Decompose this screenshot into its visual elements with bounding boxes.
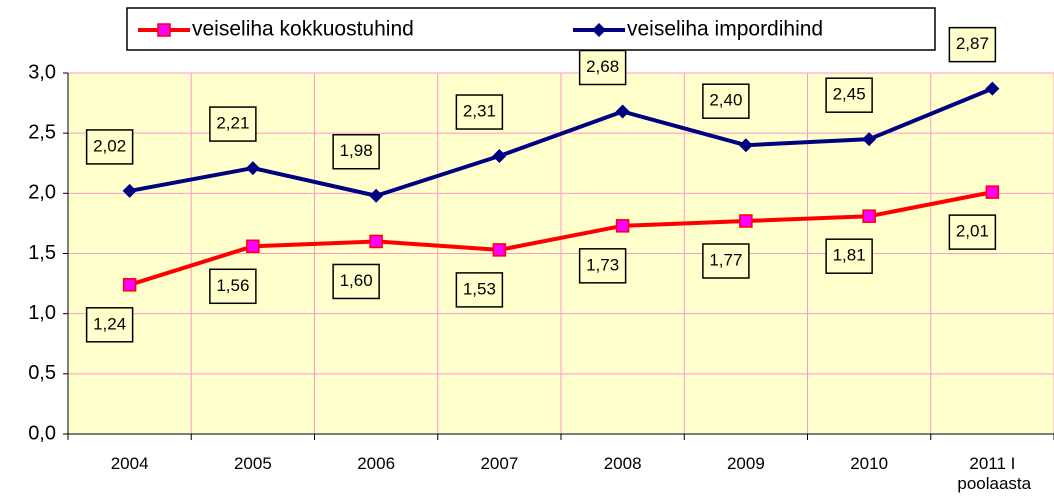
data-label-text: 2,31 (463, 102, 496, 121)
x-tick-label: 2008 (603, 454, 642, 473)
data-label-box (825, 77, 873, 113)
data-label-box (332, 133, 380, 170)
marker (122, 183, 137, 198)
marker (862, 132, 877, 147)
data-label-box (332, 263, 380, 300)
marker (615, 219, 630, 233)
x-tick-label: 2007 (480, 454, 519, 473)
data-label: 1,56 (209, 268, 257, 305)
data-label-box (455, 272, 504, 308)
data-label-box (578, 248, 627, 284)
data-label-text: 1,81 (833, 246, 866, 265)
x-tick-label: 2005 (233, 454, 272, 473)
data-label: 1,73 (578, 248, 627, 284)
data-label-box (85, 129, 134, 165)
marker (245, 161, 260, 176)
marker (246, 239, 260, 254)
marker (739, 214, 753, 228)
data-label-text: 1,77 (709, 250, 742, 269)
data-label-box (948, 26, 997, 63)
data-label: 2,40 (702, 83, 750, 119)
series-line (129, 86, 994, 198)
marker (985, 185, 1000, 199)
x-tick-label: 2011 I poolaasta (957, 454, 1032, 493)
data-label-box (825, 238, 873, 274)
marker (492, 149, 507, 164)
y-tick-label: 2,0 (28, 182, 56, 204)
y-tick-label: 0,0 (28, 422, 56, 444)
legend (126, 7, 936, 51)
legend-label: veiseliha kokkuostuhind (192, 18, 414, 41)
data-label-text: 1,24 (93, 314, 126, 333)
data-label: 1,98 (332, 133, 380, 170)
data-label-text: 2,45 (833, 85, 866, 104)
data-label-box (209, 106, 257, 142)
legend-label: veiseliha impordihind (627, 18, 823, 41)
y-tick-label: 2,5 (28, 121, 56, 143)
data-label-box (455, 94, 504, 130)
data-label-text: 2,01 (956, 222, 989, 241)
data-label: 1,24 (85, 307, 134, 343)
series-line (129, 190, 993, 287)
data-label: 2,21 (209, 106, 257, 142)
x-tick-label: 2004 (110, 454, 149, 473)
data-label: 2,01 (948, 214, 997, 250)
y-tick-label: 3,0 (28, 61, 56, 83)
marker (369, 188, 384, 203)
legend-marker (157, 23, 171, 37)
data-label-box (702, 243, 750, 279)
data-label-box (578, 49, 627, 86)
data-label: 2,87 (948, 26, 997, 63)
data-label: 2,68 (578, 49, 627, 86)
data-label-box (702, 83, 750, 119)
data-label: 1,53 (455, 272, 504, 308)
data-label: 1,60 (332, 263, 380, 300)
data-label-text: 1,98 (340, 141, 373, 160)
data-label-text: 2,02 (93, 136, 126, 155)
marker (615, 104, 630, 119)
data-label: 2,45 (825, 77, 873, 113)
data-label-box (948, 214, 997, 250)
x-tick-label: 2009 (726, 454, 765, 473)
data-label: 2,02 (85, 129, 134, 165)
marker (738, 138, 753, 153)
data-label: 1,77 (702, 243, 750, 279)
data-label-text: 2,87 (956, 34, 989, 53)
marker (862, 209, 876, 223)
data-label-text: 1,53 (463, 279, 496, 298)
x-tick-label: 2006 (357, 454, 396, 473)
y-tick-label: 1,5 (28, 242, 56, 264)
legend-marker (592, 23, 606, 37)
x-tick-label: 2010 (850, 454, 889, 473)
y-tick-label: 0,5 (28, 362, 56, 384)
data-label: 1,81 (825, 238, 873, 274)
data-label-text: 1,60 (340, 271, 373, 290)
marker (492, 243, 507, 257)
data-label-box (209, 268, 257, 305)
marker (985, 81, 1000, 96)
marker (369, 234, 383, 249)
data-label-text: 1,73 (586, 255, 619, 274)
data-label-text: 1,56 (216, 276, 249, 295)
data-label-text: 2,68 (586, 57, 619, 76)
data-label-text: 2,21 (216, 114, 249, 133)
y-tick-label: 1,0 (28, 302, 56, 324)
marker (122, 278, 137, 292)
data-label-box (85, 307, 134, 343)
data-label-text: 2,40 (709, 91, 742, 110)
data-label: 2,31 (455, 94, 504, 130)
